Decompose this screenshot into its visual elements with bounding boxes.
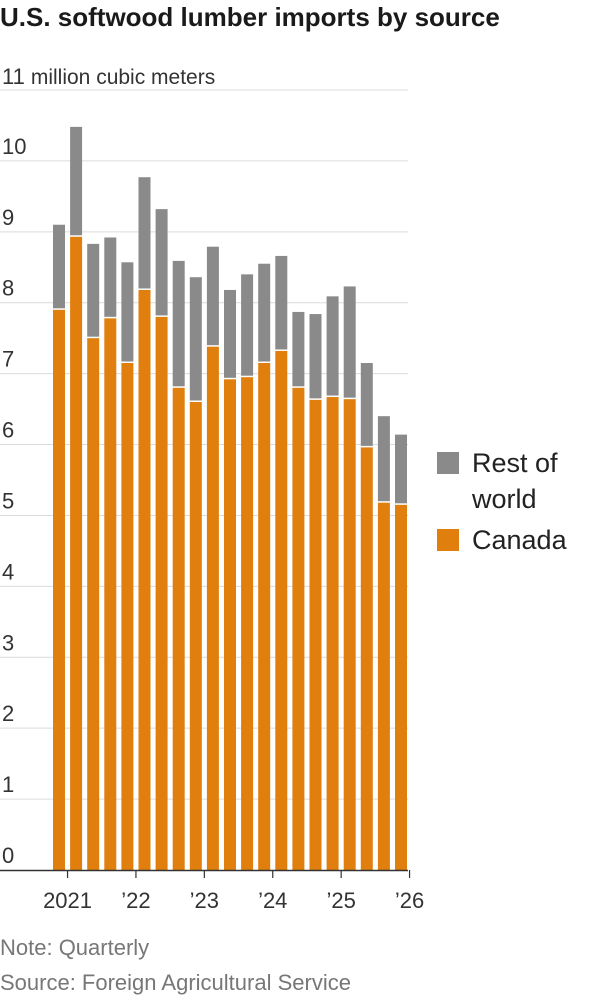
chart-source: Source: Foreign Agricultural Service xyxy=(0,970,351,995)
bar-rest-of-world xyxy=(87,243,100,337)
bar-canada xyxy=(360,447,373,870)
bar-rest-of-world xyxy=(121,262,134,362)
bar-canada xyxy=(189,402,202,870)
bar-rest-of-world xyxy=(206,246,219,346)
bar-canada xyxy=(53,309,65,870)
bar-canada xyxy=(326,397,339,870)
bar-rest-of-world xyxy=(258,263,271,362)
bar-rest-of-world xyxy=(104,237,117,317)
y-tick-label: 8 xyxy=(2,276,14,301)
bar-rest-of-world xyxy=(395,434,407,504)
bar-canada xyxy=(206,346,219,870)
bar-canada xyxy=(292,387,305,870)
bar-canada xyxy=(70,236,83,871)
bar-rest-of-world xyxy=(275,255,288,350)
legend-label-rest-of-world: Rest of world xyxy=(471,448,558,514)
bar-rest-of-world xyxy=(292,311,305,387)
y-tick-label: 10 xyxy=(2,134,26,159)
bar-rest-of-world xyxy=(189,277,202,401)
legend-swatch-rest-of-world xyxy=(437,452,459,474)
y-tick-label: 9 xyxy=(2,205,14,230)
y-tick-label: 7 xyxy=(2,347,14,372)
bar-canada xyxy=(241,377,254,870)
bar-canada xyxy=(309,399,322,870)
x-tick-label: ’26 xyxy=(395,888,424,913)
bar-canada xyxy=(258,363,271,870)
chart-title: U.S. softwood lumber imports by source xyxy=(0,2,500,32)
bar-canada xyxy=(138,289,151,870)
bar-rest-of-world xyxy=(377,416,390,502)
gridlines xyxy=(0,89,408,800)
y-tick-label: 5 xyxy=(2,488,14,513)
legend-label-canada: Canada xyxy=(472,525,568,555)
y-tick-label: 2 xyxy=(2,701,14,726)
x-tick-label: ’24 xyxy=(258,888,287,913)
chart-note: Note: Quarterly xyxy=(0,935,150,960)
bar-canada xyxy=(275,350,288,871)
y-axis-labels: 0 1 2 3 4 5 6 7 8 9 10 11 million cubic meters xyxy=(2,64,215,868)
bar-rest-of-world xyxy=(360,363,373,446)
y-tick-label: 4 xyxy=(2,559,14,584)
bar-rest-of-world xyxy=(172,260,185,387)
bar-rest-of-world xyxy=(326,296,339,396)
y-tick-label: 11 million cubic meters xyxy=(2,64,215,89)
x-tick-label: ’25 xyxy=(326,888,355,913)
x-axis-labels: 2021 ’22 ’23 ’24 ’25 ’26 xyxy=(43,870,424,913)
bar-canada xyxy=(87,338,100,870)
bar-canada xyxy=(155,316,168,871)
bar-canada xyxy=(377,502,390,870)
x-tick-label: ’23 xyxy=(190,888,219,913)
x-tick-label: 2021 xyxy=(43,888,92,913)
bars xyxy=(53,126,407,871)
bar-rest-of-world xyxy=(53,224,65,309)
bar-canada xyxy=(343,399,356,870)
y-tick-label: 1 xyxy=(2,772,14,797)
bar-rest-of-world xyxy=(343,286,356,398)
legend: Rest of world Canada xyxy=(437,448,568,555)
bar-canada xyxy=(104,318,117,870)
y-tick-label: 0 xyxy=(2,843,14,868)
bar-rest-of-world xyxy=(155,209,168,316)
bar-rest-of-world xyxy=(241,274,254,376)
bar-rest-of-world xyxy=(138,177,151,289)
bar-canada xyxy=(172,387,185,870)
bar-rest-of-world xyxy=(224,289,236,378)
bar-rest-of-world xyxy=(70,126,83,236)
bar-canada xyxy=(395,504,407,870)
legend-swatch-canada xyxy=(437,529,459,551)
bar-rest-of-world xyxy=(309,314,322,399)
bar-canada xyxy=(224,379,236,870)
x-tick-label: ’22 xyxy=(121,888,150,913)
y-tick-label: 6 xyxy=(2,418,14,443)
y-tick-label: 3 xyxy=(2,630,14,655)
bar-canada xyxy=(121,363,134,870)
